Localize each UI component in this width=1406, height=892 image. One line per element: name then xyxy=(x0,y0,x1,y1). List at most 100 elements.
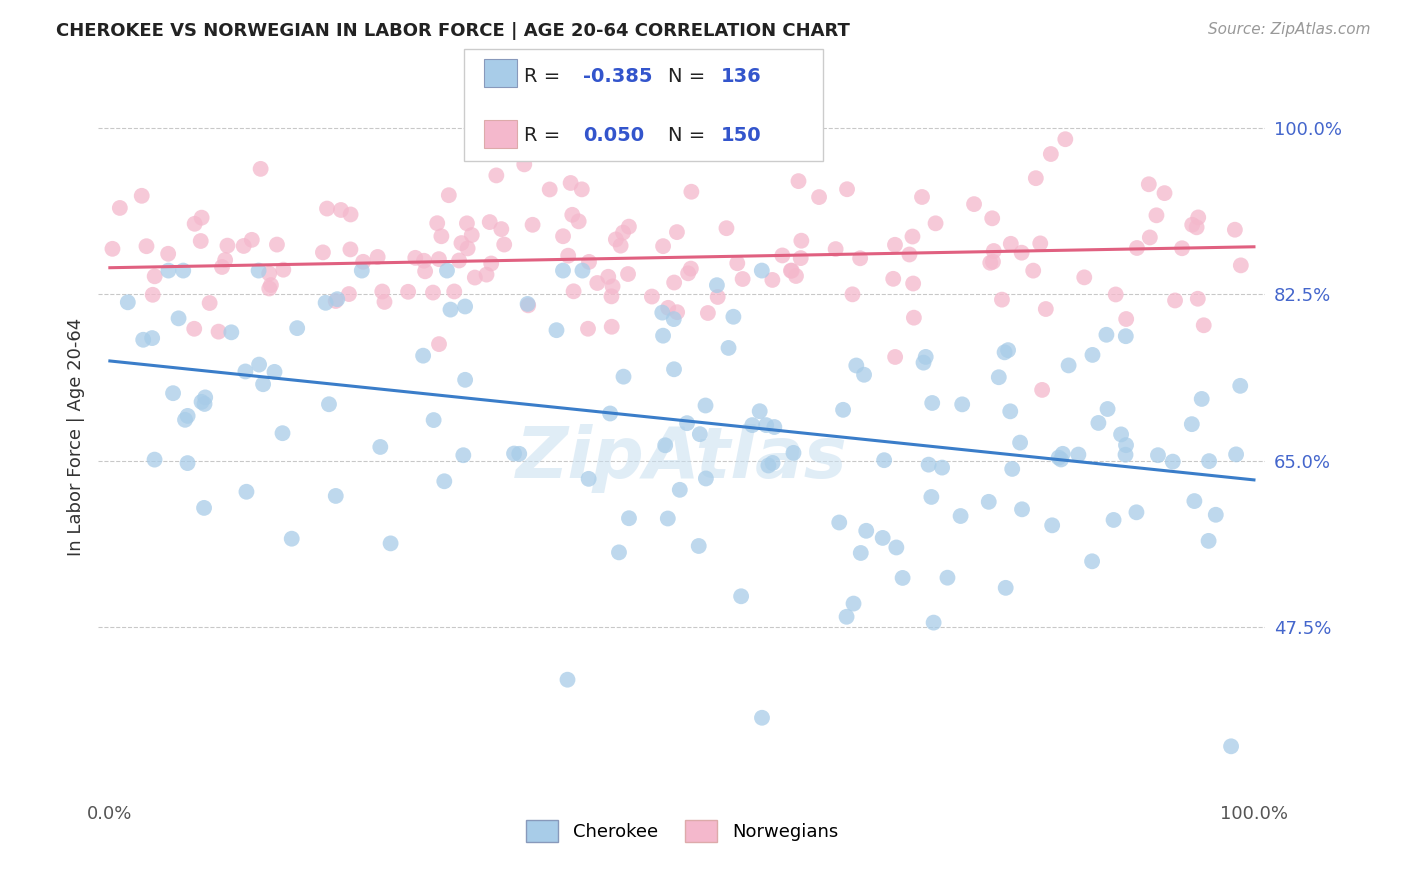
Point xyxy=(612,369,634,384)
Point xyxy=(787,174,810,188)
Point xyxy=(143,269,166,284)
Point xyxy=(741,418,763,433)
Point xyxy=(668,483,690,497)
Point xyxy=(478,215,501,229)
Point xyxy=(706,290,728,304)
Point xyxy=(841,287,863,301)
Point xyxy=(562,285,585,299)
Point xyxy=(679,261,702,276)
Point xyxy=(513,157,536,171)
Point xyxy=(517,298,540,312)
Text: 150: 150 xyxy=(721,126,762,145)
Point xyxy=(174,413,197,427)
Point xyxy=(190,211,212,225)
Point xyxy=(1109,427,1132,442)
Point xyxy=(557,673,579,687)
Point xyxy=(143,452,166,467)
Point xyxy=(1198,533,1220,548)
Point xyxy=(780,263,803,277)
Point xyxy=(339,243,361,257)
Point xyxy=(1039,147,1062,161)
Point xyxy=(882,272,904,286)
Text: ZipAtlas: ZipAtlas xyxy=(516,424,848,493)
Point xyxy=(285,321,308,335)
Point xyxy=(454,300,477,314)
Point xyxy=(1185,220,1208,235)
Point xyxy=(903,310,925,325)
Point xyxy=(450,236,472,251)
Point xyxy=(162,386,184,401)
Point xyxy=(981,211,1004,226)
Point xyxy=(252,377,274,392)
Point xyxy=(439,302,461,317)
Point xyxy=(413,253,436,268)
Point xyxy=(329,202,352,217)
Legend: Cherokee, Norwegians: Cherokee, Norwegians xyxy=(519,813,845,849)
Point xyxy=(1205,508,1227,522)
Point xyxy=(1102,513,1125,527)
Point xyxy=(551,229,574,244)
Point xyxy=(758,458,780,473)
Point xyxy=(449,253,471,268)
Point xyxy=(1081,348,1104,362)
Point xyxy=(413,264,436,278)
Point xyxy=(914,350,936,364)
Point xyxy=(312,245,335,260)
Point xyxy=(1097,402,1119,417)
Point xyxy=(977,495,1000,509)
Point xyxy=(1139,230,1161,244)
Point xyxy=(872,531,894,545)
Point xyxy=(1115,329,1137,343)
Point xyxy=(808,190,831,204)
Point xyxy=(891,571,914,585)
Point xyxy=(1010,435,1032,450)
Point xyxy=(1198,454,1220,468)
Point xyxy=(1035,301,1057,316)
Point xyxy=(730,589,752,603)
Point xyxy=(1115,438,1137,452)
Point xyxy=(763,420,786,434)
Point xyxy=(491,222,513,236)
Point xyxy=(371,285,394,299)
Point xyxy=(1081,554,1104,568)
Point xyxy=(993,345,1015,359)
Point xyxy=(780,263,803,277)
Point xyxy=(662,276,685,290)
Point xyxy=(717,341,740,355)
Point xyxy=(665,225,688,239)
Point xyxy=(994,581,1017,595)
Point xyxy=(142,287,165,301)
Point xyxy=(609,238,631,252)
Point xyxy=(1187,292,1209,306)
Point xyxy=(1153,186,1175,201)
Point xyxy=(412,349,434,363)
Point xyxy=(725,256,748,270)
Point xyxy=(427,337,450,351)
Point xyxy=(761,273,783,287)
Point xyxy=(1164,293,1187,308)
Point xyxy=(247,358,270,372)
Point xyxy=(211,260,233,274)
Point xyxy=(235,364,257,378)
Point xyxy=(479,256,502,270)
Point xyxy=(217,238,239,252)
Point xyxy=(1191,392,1213,406)
Point xyxy=(600,319,623,334)
Point xyxy=(1000,404,1022,418)
Point xyxy=(1192,318,1215,333)
Point xyxy=(652,239,675,253)
Point xyxy=(602,279,624,293)
Point xyxy=(1181,417,1204,432)
Point xyxy=(1181,218,1204,232)
Point xyxy=(676,266,699,280)
Point xyxy=(538,182,561,196)
Point xyxy=(842,597,865,611)
Point xyxy=(325,293,347,308)
Point xyxy=(1137,178,1160,192)
Point xyxy=(600,289,623,303)
Point xyxy=(762,456,785,470)
Point xyxy=(1054,132,1077,146)
Point xyxy=(426,216,449,230)
Point xyxy=(748,404,770,418)
Point xyxy=(456,216,478,230)
